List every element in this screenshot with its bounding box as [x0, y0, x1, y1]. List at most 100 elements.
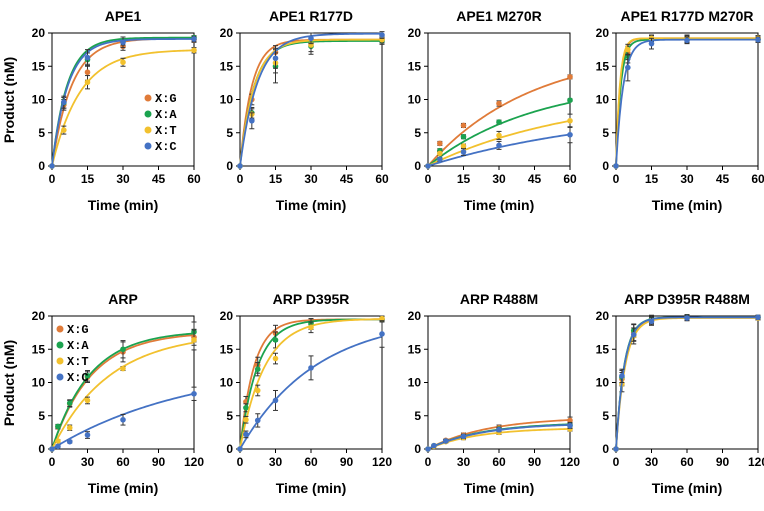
data-point: [84, 397, 91, 404]
data-point: [460, 133, 467, 140]
data-point: [254, 417, 261, 424]
data-point: [243, 431, 249, 438]
x-tick-label: 30: [645, 455, 659, 469]
x-tick-label: 90: [716, 455, 730, 469]
x-axis-label: Time (min): [88, 197, 159, 213]
y-tick-label: 15: [220, 59, 234, 73]
y-axis-label-bottom: Product (nM): [1, 340, 17, 426]
panel-4: APE1 R177D M270R 0 15 30 45 60 0 5 10 15 20 Time (m…: [596, 8, 764, 213]
series-xc: [237, 320, 385, 452]
legend-marker: [56, 373, 64, 381]
x-tick-label: 0: [49, 172, 56, 186]
x-tick-label: 120: [560, 455, 580, 469]
legend-label: X:T: [67, 355, 89, 369]
y-tick-label: 10: [408, 376, 422, 390]
y-tick-label: 5: [38, 409, 45, 423]
data-point: [496, 119, 502, 125]
series-xc: [49, 35, 197, 169]
panel-title: APE1 R177D M270R: [620, 8, 753, 24]
data-point: [191, 47, 197, 54]
x-tick-label: 15: [81, 172, 95, 186]
y-tick-label: 0: [602, 159, 609, 173]
legend: X:G X:A X:T X:C: [144, 92, 177, 154]
series-xc: [425, 422, 573, 452]
data-point: [437, 156, 443, 163]
data-point: [254, 387, 261, 394]
y-tick-label: 5: [414, 126, 421, 140]
x-tick-label: 120: [748, 455, 764, 469]
data-point: [191, 337, 197, 343]
data-point: [625, 46, 631, 53]
panel-7: ARP R488M 0 30 60 90 120 0 5 10 15 20 Time (min): [408, 291, 581, 496]
series-xc: [425, 126, 573, 169]
panel-title: APE1: [105, 8, 142, 24]
fit-line: [615, 37, 758, 167]
data-point: [84, 69, 91, 76]
data-point: [66, 438, 73, 445]
x-tick-label: 120: [372, 455, 392, 469]
x-tick-label: 60: [563, 172, 577, 186]
data-point: [755, 314, 761, 321]
fit-line: [239, 318, 383, 450]
panel-1: APE1 0 15 30 45 60 0 5 10 15 20 Time (min) X:G X:A X:T…: [32, 8, 201, 213]
x-tick-label: 0: [237, 455, 244, 469]
y-tick-label: 20: [32, 309, 46, 323]
series-xg: [613, 34, 761, 169]
data-point: [460, 433, 467, 440]
y-tick-label: 0: [38, 159, 45, 173]
y-tick-label: 15: [220, 342, 234, 356]
x-tick-label: 45: [528, 172, 542, 186]
data-point: [84, 54, 91, 61]
x-tick-label: 90: [152, 455, 166, 469]
x-tick-label: 0: [613, 455, 620, 469]
x-tick-label: 30: [680, 172, 694, 186]
data-point: [84, 373, 91, 379]
fit-line: [239, 38, 382, 167]
panel-title: APE1 R177D: [269, 8, 353, 24]
x-tick-label: 30: [492, 172, 506, 186]
data-point: [243, 404, 249, 411]
y-tick-label: 20: [596, 309, 610, 323]
fit-line: [615, 38, 758, 167]
panel-3: APE1 M270R 0 15 30 45 60 0 5 10 15 20 Time (min): [408, 8, 577, 213]
fit-line: [615, 37, 758, 167]
fit-line: [427, 77, 571, 167]
data-point: [648, 40, 655, 47]
data-point: [379, 315, 385, 322]
x-tick-label: 30: [81, 455, 95, 469]
series-xa: [425, 421, 573, 452]
y-tick-label: 10: [220, 376, 234, 390]
y-tick-label: 15: [32, 342, 46, 356]
data-point: [460, 149, 467, 155]
data-point: [437, 140, 443, 147]
x-axis-label: Time (min): [464, 480, 535, 496]
data-point: [567, 74, 573, 80]
x-axis-label: Time (min): [652, 480, 723, 496]
x-axis-label: Time (min): [464, 197, 535, 213]
y-tick-label: 0: [414, 442, 421, 456]
plot-frame: [239, 315, 383, 450]
data-point: [625, 64, 631, 71]
data-point: [567, 117, 573, 124]
data-point: [61, 99, 67, 105]
series-xa: [237, 37, 385, 169]
x-tick-label: 60: [116, 455, 130, 469]
fit-line: [239, 318, 382, 450]
y-tick-label: 10: [408, 93, 422, 107]
x-tick-label: 60: [375, 172, 389, 186]
series-xt: [49, 329, 197, 452]
legend-label: X:G: [155, 92, 177, 106]
y-tick-label: 20: [408, 309, 422, 323]
data-point: [249, 117, 255, 124]
data-point: [619, 373, 625, 379]
panel-title: ARP D395R R488M: [624, 291, 750, 307]
data-point: [496, 426, 502, 433]
data-point: [567, 131, 573, 138]
data-point: [755, 36, 761, 43]
data-point: [66, 424, 73, 431]
data-point: [460, 122, 467, 129]
data-point: [243, 416, 249, 423]
x-tick-label: 60: [751, 172, 764, 186]
data-point: [120, 416, 126, 423]
y-tick-label: 0: [226, 159, 233, 173]
